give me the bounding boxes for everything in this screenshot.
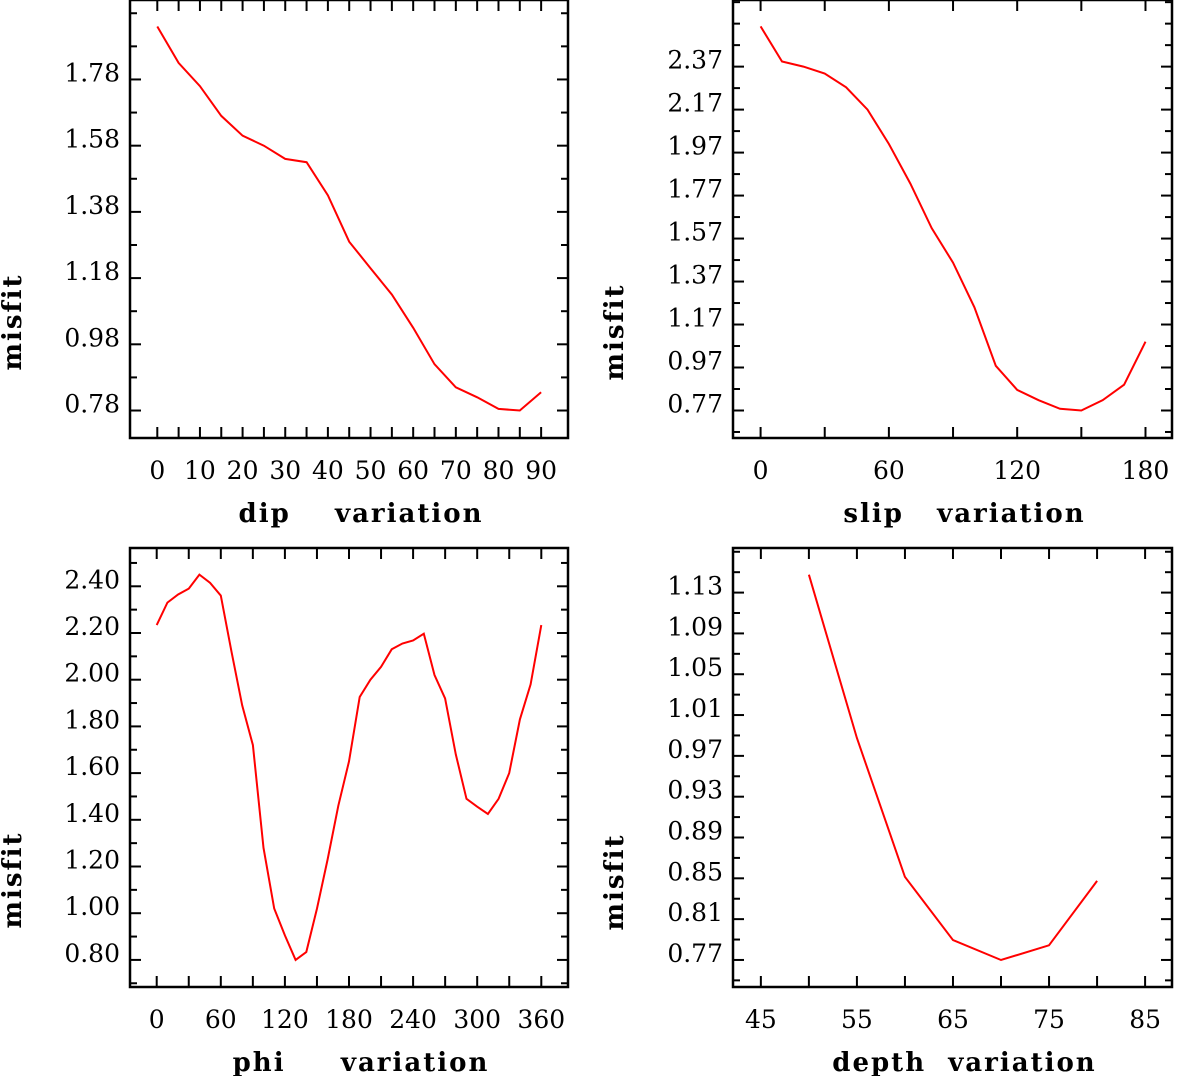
misfit-line (759, 25, 1147, 412)
y-tick-label: 1.00 (64, 892, 120, 921)
x-tick-label: 300 (453, 1005, 501, 1034)
y-tick-label: 1.38 (64, 191, 120, 220)
y-tick-label: 2.20 (64, 612, 120, 641)
x-axis-title: depth variation (832, 1048, 1096, 1076)
y-tick-label: 2.37 (667, 46, 723, 75)
x-tick-label: 20 (227, 456, 259, 485)
y-tick-label: 0.77 (667, 389, 723, 418)
x-tick-label: 180 (325, 1005, 373, 1034)
panel-dip: 0 10 20 30 40 50 60 70 80 90 0.78 0.98 1.18 1.38 1.58 1… (0, 0, 570, 529)
x-tick-label: 40 (312, 456, 344, 485)
y-tick-label: 1.60 (64, 752, 120, 781)
panel-phi: 0 60 120 180 240 300 360 0.80 1.00 1.20 1.40 1.60 1.… (0, 546, 570, 1076)
y-axis-title: misfit (0, 831, 28, 928)
y-tick-label: 1.58 (64, 125, 120, 154)
x-axis-title: dip variation (239, 499, 484, 529)
y-tick-label: 1.80 (64, 705, 120, 734)
x-tick-label: 50 (355, 456, 387, 485)
y-tick-label: 1.17 (667, 304, 723, 333)
x-tick-label: 90 (525, 456, 557, 485)
y-tick-label: 1.77 (667, 175, 723, 204)
y-tick-label: 0.97 (667, 347, 723, 376)
y-tick-label: 1.01 (667, 694, 723, 723)
plot-frame (731, 546, 1174, 989)
x-tick-label: 45 (745, 1005, 777, 1034)
y-tick-label: 0.97 (667, 735, 723, 764)
x-tick-label: 30 (269, 456, 301, 485)
y-tick-label: 1.57 (667, 218, 723, 247)
y-tick-label: 0.93 (667, 776, 723, 805)
y-tick-label: 0.89 (667, 817, 723, 846)
y-tick-label: 2.17 (667, 89, 723, 118)
x-tick-label: 75 (1033, 1005, 1065, 1034)
x-tick-label: 120 (261, 1005, 309, 1034)
x-tick-label: 60 (205, 1005, 237, 1034)
y-tick-label: 0.80 (64, 939, 120, 968)
x-tick-label: 360 (517, 1005, 565, 1034)
y-axis-title: misfit (0, 273, 28, 370)
plot-frame (128, 546, 570, 989)
x-tick-label: 0 (149, 456, 165, 485)
y-tick-label: 1.37 (667, 261, 723, 290)
y-tick-label: 0.77 (667, 939, 723, 968)
x-tick-label: 120 (993, 456, 1041, 485)
x-tick-label: 85 (1129, 1005, 1161, 1034)
y-tick-label: 2.40 (64, 565, 120, 594)
panel-slip: 0 60 120 180 0.77 0.97 1.17 1.37 1.57 1.77 1.97 2.1… (600, 0, 1174, 529)
y-tick-label: 0.81 (667, 898, 723, 927)
x-tick-label: 80 (483, 456, 515, 485)
x-tick-label: 65 (937, 1005, 969, 1034)
x-tick-label: 240 (389, 1005, 437, 1034)
x-tick-label: 10 (184, 456, 216, 485)
x-axis-title: slip variation (843, 499, 1085, 529)
y-tick-label: 1.05 (667, 653, 723, 682)
y-tick-label: 1.18 (64, 257, 120, 286)
y-axis-title: misfit (600, 283, 630, 380)
x-tick-label: 70 (440, 456, 472, 485)
y-tick-label: 1.09 (667, 612, 723, 641)
misfit-line (156, 25, 542, 412)
y-axis-title: misfit (600, 833, 630, 930)
y-tick-label: 2.00 (64, 659, 120, 688)
x-axis-title: phi variation (233, 1048, 490, 1076)
y-tick-label: 1.13 (667, 572, 723, 601)
x-tick-label: 60 (873, 456, 905, 485)
misfit-line (807, 574, 1098, 962)
y-tick-label: 0.98 (64, 323, 120, 352)
x-tick-label: 55 (841, 1005, 873, 1034)
x-tick-label: 0 (149, 1005, 165, 1034)
y-tick-label: 1.78 (64, 58, 120, 87)
x-tick-label: 180 (1122, 456, 1170, 485)
y-tick-label: 0.85 (667, 857, 723, 886)
y-tick-label: 1.40 (64, 799, 120, 828)
plot-frame (128, 0, 570, 440)
y-tick-label: 0.78 (64, 390, 120, 419)
x-tick-label: 0 (753, 456, 769, 485)
y-tick-label: 1.20 (64, 846, 120, 875)
y-tick-label: 1.97 (667, 132, 723, 161)
misfit-line (155, 573, 543, 962)
panel-depth: 45 55 65 75 85 0.77 0.81 0.85 0.89 0.93 0.97 1.01 1.… (600, 546, 1174, 1076)
x-tick-label: 60 (397, 456, 429, 485)
